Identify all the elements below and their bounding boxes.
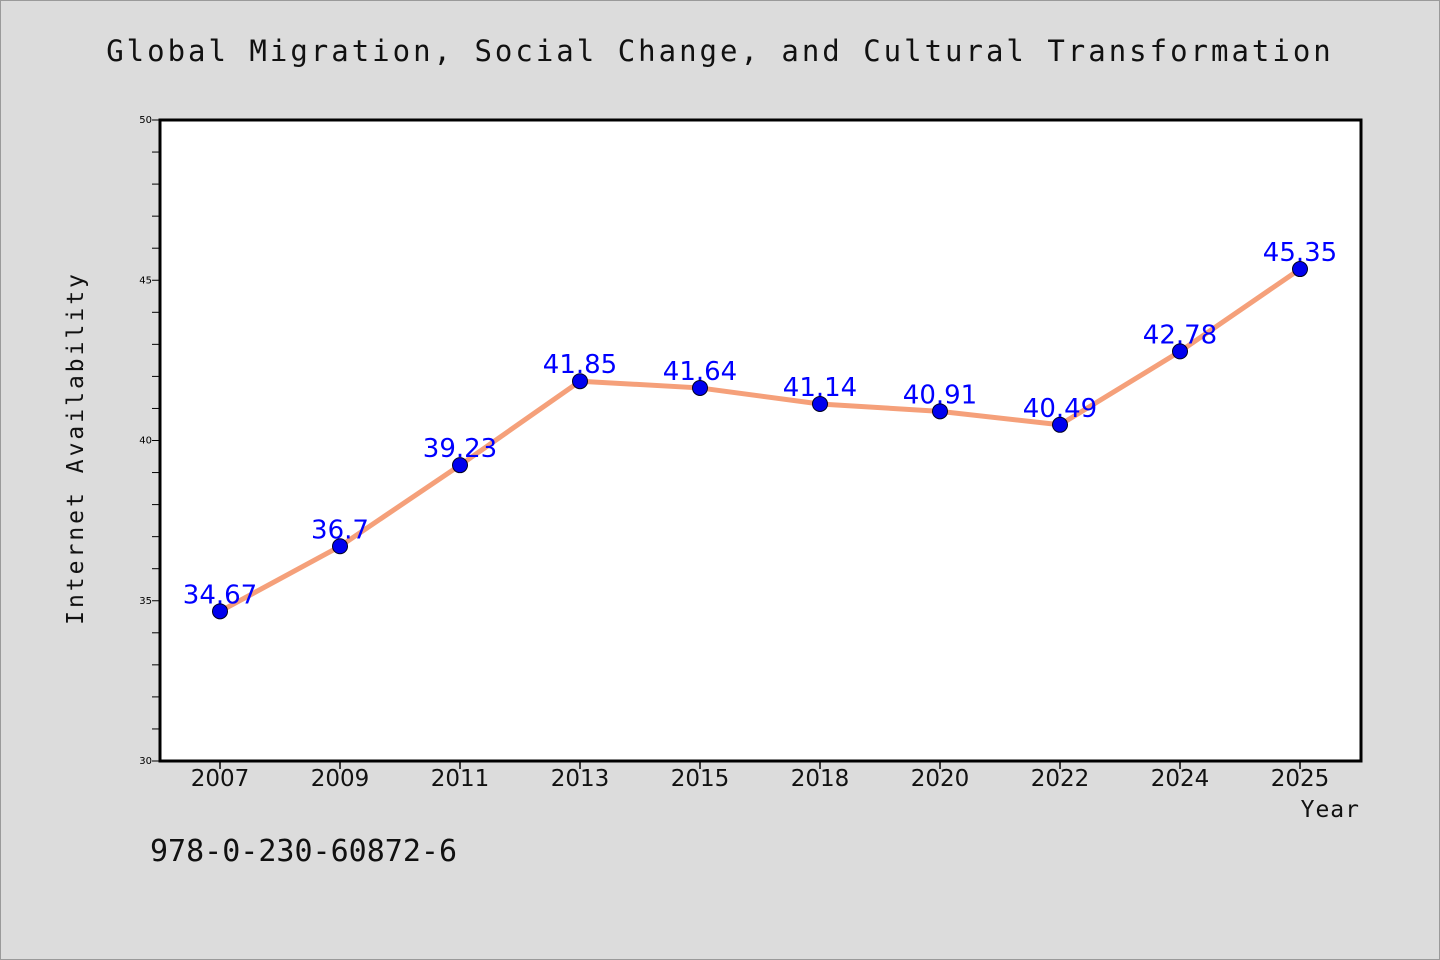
x-tick-label: 2020 [911, 766, 970, 792]
series-line [217, 266, 1303, 614]
data-point [1172, 343, 1188, 360]
data-point [932, 403, 948, 420]
y-tick-label: 40 [139, 436, 152, 447]
x-tick-label: 2011 [431, 766, 490, 792]
x-tick-label: 2025 [1271, 766, 1330, 792]
data-point [1292, 261, 1308, 278]
x-tick-label: 2009 [311, 766, 370, 792]
data-label: 41.14 [783, 373, 857, 403]
plot-border [158, 118, 1363, 763]
x-tick-label: 2024 [1151, 766, 1210, 792]
y-tick-label: 35 [139, 596, 152, 607]
chart-title: Global Migration, Social Change, and Cul… [106, 34, 1334, 68]
data-label: 41.64 [663, 357, 737, 387]
data-label: 39.23 [423, 434, 497, 464]
data-label: 40.91 [903, 380, 977, 410]
x-tick-label: 2013 [551, 766, 610, 792]
data-label: 36.7 [311, 515, 369, 545]
y-tick-label: 50 [139, 115, 152, 126]
data-label: 34.67 [183, 580, 257, 610]
data-point [452, 457, 468, 474]
data-point [692, 379, 708, 396]
data-point [332, 538, 348, 555]
plot-area [160, 120, 1361, 761]
x-tick-label: 2015 [671, 766, 730, 792]
data-point [1052, 416, 1068, 433]
data-point [572, 373, 588, 390]
x-axis-label: Year [1300, 797, 1360, 823]
x-tick-label: 2022 [1031, 766, 1090, 792]
data-point [812, 395, 828, 412]
data-point [212, 603, 228, 620]
data-label: 42.78 [1143, 320, 1217, 350]
isbn-text: 978-0-230-60872-6 [150, 834, 458, 869]
x-tick-label: 2018 [791, 766, 850, 792]
x-tick-label: 2007 [191, 766, 250, 792]
y-tick-label: 30 [139, 756, 152, 767]
data-label: 40.49 [1023, 394, 1097, 424]
data-label: 45.35 [1263, 238, 1337, 268]
data-label: 41.85 [543, 350, 617, 380]
y-tick-label: 45 [139, 275, 152, 286]
